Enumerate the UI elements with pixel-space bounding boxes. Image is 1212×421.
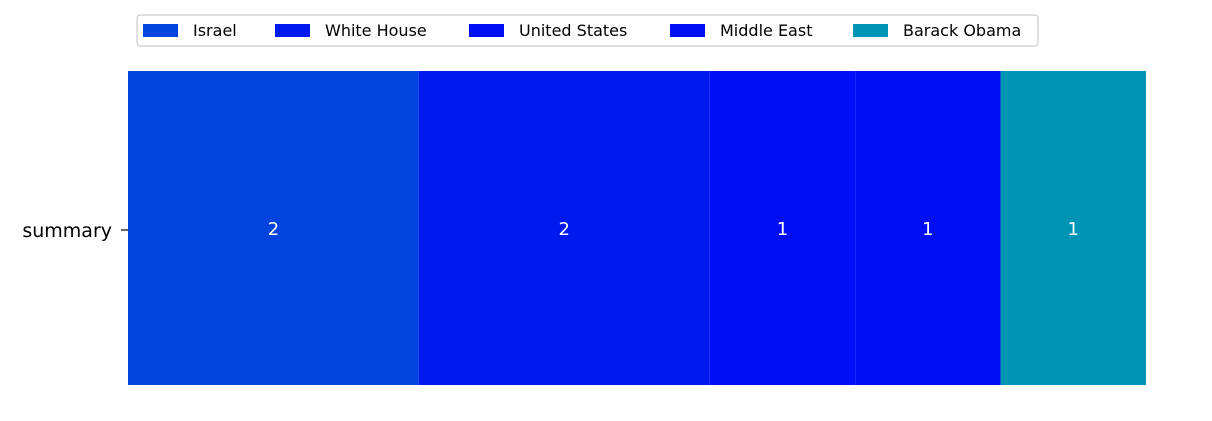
- legend-item-united-states: United States: [469, 21, 627, 40]
- legend-swatch: [670, 24, 705, 37]
- bar-segment-barack-obama: [1000, 71, 1146, 385]
- bar-segment-israel: [128, 71, 419, 385]
- legend-label: Barack Obama: [903, 21, 1021, 40]
- legend-label: United States: [519, 21, 627, 40]
- bar-segment-middle-east: [855, 71, 1001, 385]
- data-label: 1: [1068, 219, 1079, 240]
- legend-swatch: [469, 24, 504, 37]
- legend-label: Middle East: [720, 21, 812, 40]
- bar-segment-united-states: [709, 71, 856, 385]
- legend-frame: [136, 14, 1039, 47]
- plot-area: 2 2 1 1 1: [128, 71, 1146, 385]
- legend-label: White House: [325, 21, 427, 40]
- legend-swatch: [853, 24, 888, 37]
- bar-segment-white-house: [418, 71, 710, 385]
- data-label: 1: [922, 219, 933, 240]
- legend-item-israel: Israel: [143, 21, 237, 40]
- legend-swatch: [275, 24, 310, 37]
- y-axis: summary: [22, 220, 128, 242]
- legend-item-middle-east: Middle East: [670, 21, 812, 40]
- y-tick-label: summary: [22, 220, 112, 242]
- data-label: 2: [559, 219, 570, 240]
- legend-item-white-house: White House: [275, 21, 427, 40]
- legend-swatch: [143, 24, 178, 37]
- data-label: 1: [777, 219, 788, 240]
- data-label: 2: [268, 219, 279, 240]
- legend-label: Israel: [193, 21, 237, 40]
- legend: Israel White House United States Middle Eas…: [136, 14, 1039, 47]
- legend-item-barack-obama: Barack Obama: [853, 21, 1021, 40]
